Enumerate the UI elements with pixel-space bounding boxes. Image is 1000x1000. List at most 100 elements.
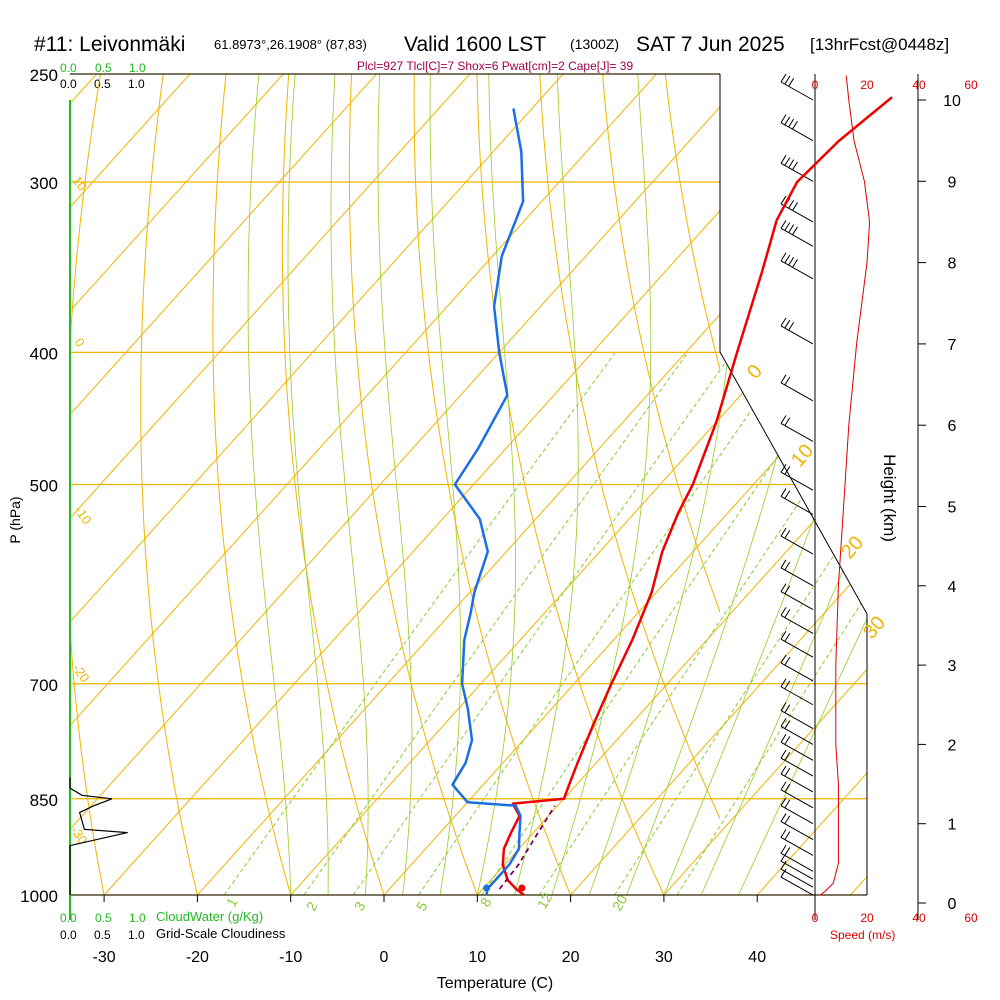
speed-tick-label: 40 [912,78,926,92]
wind-barb-shaft [780,876,814,896]
wind-speed-line [819,75,871,896]
mixing-ratio-label: 5 [413,899,431,914]
wind-barb-shaft [780,81,814,101]
temperature-axis-label: Temperature (C) [437,975,553,992]
wind-barb-flag [788,118,795,128]
wind-barb-flag [784,783,791,793]
wind-barb-flag [780,155,787,164]
wind-barb-flag [780,813,787,822]
wind-barb [780,114,814,142]
wind-barb-shaft [780,203,814,223]
wind-barb [780,73,814,101]
wind-barb [780,829,814,856]
wind-barb-flag [788,321,795,331]
wind-barb [780,252,814,280]
temperature-line [501,96,893,896]
moist-adiabat-line [476,74,516,895]
wind-barb-flag [792,120,798,130]
dry-adiabat-line [973,50,1000,924]
wind-barb-flag [788,200,795,209]
wind-barb [780,155,814,182]
temperature-tick-label: 10 [468,949,486,966]
wind-barb-shaft [780,471,814,491]
wind-barb [780,718,814,745]
cloudiness-label: Grid-Scale Cloudiness [156,926,286,941]
wind-barb-flag [784,815,791,824]
mixing-ratio-label: 2 [303,899,321,914]
wind-barb-shaft [780,614,814,634]
cloudwater-scale-bottom: 0.0 0.5 1.0 CloudWater (g/Kg) [60,909,263,925]
cloudwater-tick: 0.5 [95,61,112,75]
dry-adiabat-line [212,74,292,895]
wind-barb-flag [780,630,787,640]
dry-adiabat-line [539,74,720,820]
pressure-tick-label: 1000 [20,887,58,906]
wind-barb-flag [784,799,791,809]
wind-barb [780,797,814,825]
wind-barb-flag [780,252,787,262]
wind-barb-flag [780,195,787,205]
dry-adiabat-line [140,74,198,895]
height-tick-label: 7 [948,337,957,354]
cloudiness-scale-bottom: 0.0 0.5 1.0 Grid-Scale Cloudiness [60,926,286,942]
temperature-surface-marker [518,884,526,892]
cloudiness-scale-top: 0.0 0.5 1.0 [60,77,145,91]
moist-adiabat-line [663,74,867,895]
dry-adiabat-label: 0 [72,335,88,350]
wind-barb-flag [780,718,787,727]
wind-barb-flag [784,752,791,761]
wind-barb [780,195,814,223]
moist-adiabat-line [700,74,867,895]
mixing-ratio-label: 12 [534,890,556,912]
wind-barb-shaft [780,710,814,729]
wind-barb [780,702,814,729]
wind-barb-shaft [780,162,814,182]
mixing-ratio-label: 8 [477,895,495,910]
wind-barb-flag [784,490,791,499]
wind-barb-flag [788,78,795,87]
height-tick-label: 5 [948,500,957,517]
wind-barb-flag [792,226,798,236]
height-tick-label: 6 [948,418,957,435]
wind-barb-flag [780,583,787,592]
height-tick-label: 3 [948,658,957,675]
wind-barb-flag [784,656,791,666]
wind-barb-flag [784,561,791,571]
mixing-ratio-label: 3 [351,899,369,914]
isotherm-line [70,74,119,895]
wind-barb-flag [784,767,791,777]
wind-barb-flag [780,781,787,791]
wind-barb-flag [784,75,791,85]
mixing-ratio-label: 1 [223,895,241,910]
wind-barb [780,583,814,611]
mixing-ratio-line [303,352,689,895]
wind-barb-flag [784,720,791,729]
speed-tick-label: 0 [812,78,819,92]
temperature-tick-label: 20 [562,949,580,966]
dry-adiabat-line [281,74,385,895]
wind-barb-flag [792,259,798,268]
mixing-ratio-line [352,352,734,895]
wind-barb-flag [784,417,791,426]
height-tick-label: 0 [948,896,957,913]
wind-barb-flag [784,222,791,231]
plot-frame [69,73,919,920]
wind-barb [780,781,814,809]
wind-barb-flag [780,797,787,806]
isobar-lines [70,73,867,896]
isotherm-line [70,74,306,895]
cloudiness-line [69,777,128,895]
wind-barb [780,559,814,587]
wind-barb-shaft [780,535,814,555]
cloudwater-tick: 0.0 [60,911,77,925]
header: #11: Leivonmäki 61.8973°,26.1908° (87,83… [34,33,949,73]
utc-time: (1300Z) [570,36,619,52]
dewpoint-line [451,108,525,896]
dry-adiabat-line [664,74,720,372]
wind-barb-flag [780,374,787,384]
isotherm-line [357,74,867,895]
wind-barb-shaft [780,821,814,840]
speed-tick-label: 20 [860,911,874,925]
wind-barb-flag [780,220,787,229]
